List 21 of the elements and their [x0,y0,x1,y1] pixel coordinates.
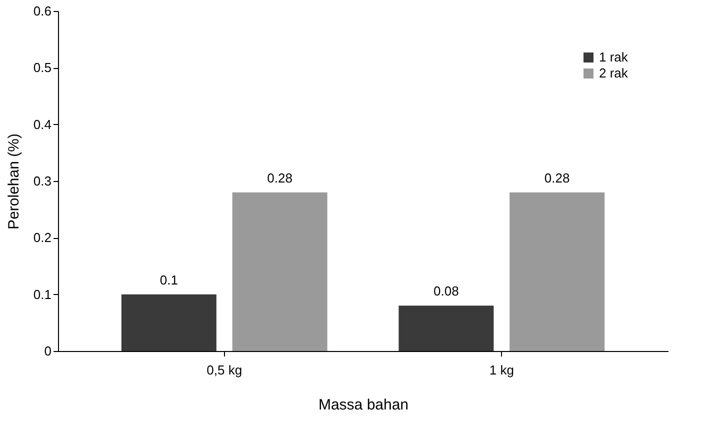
bar [510,192,605,351]
x-tick-label: 0,5 kg [206,362,242,378]
data-label: 0.28 [267,170,292,186]
data-label: 0.1 [160,272,178,288]
y-tick-label: 0 [44,344,52,358]
y-tick-label: 0.3 [33,174,52,188]
x-axis-title: Massa bahan [318,396,409,414]
data-label: 0.08 [434,284,459,299]
bar [232,192,328,351]
bar [398,306,494,351]
y-tick-label: 0.5 [33,60,52,76]
legend-label: 2 rak [599,66,628,80]
x-tick-label: 1 kg [489,362,514,378]
y-axis-title: Perolehan (%) [5,134,22,230]
y-tick-label: 0.1 [33,286,52,302]
y-tick-label: 0.2 [33,230,52,246]
y-tick-label: 0.4 [33,116,52,132]
data-label: 0.28 [544,170,570,186]
bar [121,294,216,351]
y-tick-label: 0.6 [33,4,52,18]
legend-label: 1 rak [599,50,628,64]
